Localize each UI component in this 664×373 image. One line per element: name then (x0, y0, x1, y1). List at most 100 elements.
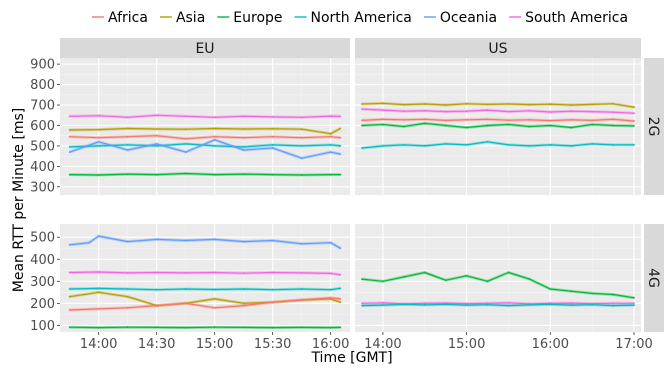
data-point-asia (242, 302, 245, 305)
data-point-asia (97, 128, 100, 131)
legend-label: Europe (233, 10, 282, 26)
data-point-oceania (339, 247, 342, 250)
data-point-south-america (570, 110, 573, 113)
data-point-africa (329, 296, 332, 299)
data-point-asia (97, 291, 100, 294)
data-point-oceania (242, 149, 245, 151)
data-point-europe (184, 326, 187, 329)
data-point-north-america (612, 144, 614, 146)
y-tick-label: 200 (30, 297, 55, 312)
data-point-south-america (591, 110, 594, 113)
data-point-asia (155, 128, 158, 130)
series-line-asia (361, 102, 635, 108)
strip-2g: 2G (644, 58, 664, 195)
data-point-oceania (68, 151, 71, 154)
data-point-europe (329, 326, 332, 329)
data-point-europe (184, 172, 187, 175)
data-point-south-america (465, 302, 468, 305)
data-point-north-america (242, 146, 245, 148)
data-point-oceania (155, 143, 158, 145)
data-point-oceania (126, 240, 129, 243)
data-point-north-america (155, 145, 158, 147)
y-axis-label: Mean RTT per Minute [ms] (11, 108, 27, 292)
data-point-south-america (184, 115, 187, 118)
data-point-asia (271, 127, 274, 130)
x-tick-label: 15:00 (196, 337, 233, 352)
data-point-europe (549, 124, 552, 127)
data-point-europe (486, 280, 489, 283)
data-point-africa (465, 118, 468, 121)
data-point-south-america (382, 109, 384, 111)
y-tick-label: 300 (30, 180, 55, 195)
data-point-south-america (402, 110, 405, 113)
data-point-europe (361, 278, 363, 280)
data-point-africa (68, 309, 71, 311)
data-point-north-america (528, 145, 531, 147)
data-point-south-america (444, 110, 447, 113)
data-point-north-america (528, 304, 531, 306)
data-point-north-america (633, 304, 635, 306)
legend: Africa Asia Europe North America Oceania Sout… (92, 10, 628, 26)
data-point-africa (68, 135, 71, 138)
data-point-europe (570, 126, 573, 129)
data-point-north-america (612, 304, 614, 307)
x-tick-label: 16:00 (532, 337, 569, 352)
strip-label: 2G (645, 117, 661, 137)
data-point-asia (549, 103, 552, 106)
data-point-north-america (329, 288, 332, 291)
data-point-north-america (329, 144, 332, 146)
data-point-south-america (155, 114, 158, 117)
data-point-asia (213, 298, 216, 300)
data-point-europe (507, 271, 510, 274)
series-line-south-america (361, 108, 635, 114)
data-point-europe (68, 326, 71, 329)
data-point-north-america (213, 145, 216, 147)
data-point-asia (68, 295, 71, 298)
series-line-south-america (361, 302, 634, 305)
data-point-europe (97, 174, 100, 176)
data-point-south-america (68, 271, 71, 274)
data-point-south-america (271, 271, 274, 274)
data-point-europe (329, 173, 332, 176)
data-point-asia (486, 103, 489, 106)
data-point-europe (213, 326, 216, 329)
data-point-oceania (97, 235, 100, 238)
y-tick-label: 300 (30, 275, 55, 290)
data-point-south-america (507, 110, 510, 113)
panel-eu-2g: 300 400 500 600 700 800 900 (30, 58, 350, 195)
data-point-africa (155, 304, 158, 307)
data-point-africa (126, 306, 129, 309)
axes: Time [GMT] Mean RTT per Minute [ms] (11, 108, 393, 366)
data-point-north-america (300, 288, 303, 290)
data-point-north-america (97, 145, 100, 147)
data-point-africa (155, 134, 158, 137)
data-point-north-america (486, 140, 489, 143)
data-point-africa (570, 118, 573, 121)
data-point-africa (549, 119, 552, 122)
data-point-south-america (570, 302, 573, 304)
data-point-south-america (612, 111, 614, 114)
data-point-oceania (271, 147, 274, 149)
legend-entry-south-america: South America (509, 10, 628, 26)
data-point-south-america (444, 302, 447, 304)
data-point-asia (242, 128, 245, 130)
data-point-africa (300, 136, 303, 139)
data-point-asia (382, 102, 384, 105)
data-point-europe (97, 326, 100, 329)
data-point-europe (361, 124, 363, 127)
data-point-north-america (271, 144, 274, 146)
data-point-north-america (271, 288, 274, 291)
data-point-north-america (68, 146, 71, 148)
data-point-europe (300, 326, 303, 329)
data-point-asia (329, 132, 332, 135)
panel-grid: EU US 2G 4G 300 400 500 600 700 800 900 100 200 300 40… (30, 38, 664, 352)
data-point-europe (465, 274, 468, 277)
panel-background (355, 224, 641, 332)
y-tick-label: 800 (30, 78, 55, 93)
data-point-africa (591, 119, 594, 122)
data-point-africa (213, 306, 216, 309)
data-point-africa (382, 118, 384, 121)
data-point-europe (339, 326, 342, 329)
data-point-asia (423, 103, 426, 105)
legend-label: Asia (176, 10, 205, 26)
